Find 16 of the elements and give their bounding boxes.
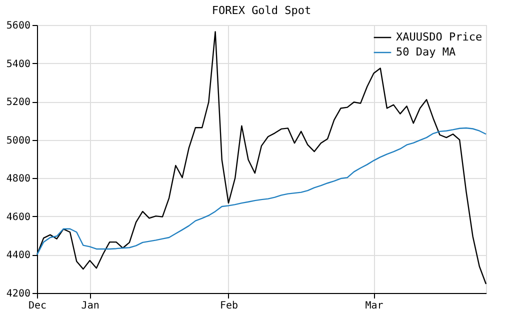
- y-tick-label: 5000: [6, 135, 30, 146]
- y-tick-label: 5400: [6, 58, 30, 70]
- y-tick-label: 4400: [6, 250, 30, 262]
- legend-label: XAUUSDO Price: [396, 30, 482, 44]
- y-tick-label: 5600: [6, 20, 30, 32]
- x-tick-label: Mar: [365, 300, 384, 312]
- x-tick-label: Jan: [81, 300, 100, 312]
- x-tick-label: Dec: [28, 300, 47, 312]
- y-tick-label: 4600: [6, 212, 30, 223]
- y-tick-label: 4800: [6, 174, 30, 185]
- y-tick-label: 4200: [6, 288, 30, 300]
- chart-title: FOREX Gold Spot: [212, 4, 312, 17]
- x-tick-label: Feb: [220, 300, 238, 312]
- legend-label: 50 Day MA: [396, 46, 456, 58]
- line-series: [36, 127, 487, 256]
- y-tick-label: 5200: [6, 97, 30, 108]
